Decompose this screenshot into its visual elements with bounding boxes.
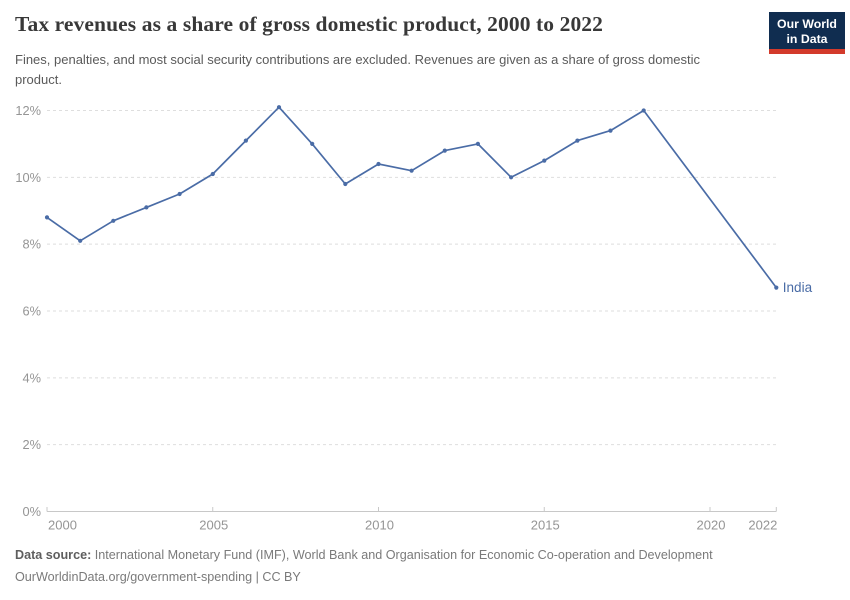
series-end-label[interactable]: India [783,280,813,295]
series-line-india[interactable] [46,106,777,289]
x-tick-label: 2022 [748,518,777,533]
y-tick-label: 10% [15,170,41,185]
data-point[interactable] [442,148,447,153]
data-point[interactable] [575,138,580,143]
data-point[interactable] [608,128,613,133]
data-point[interactable] [475,141,480,146]
owid-logo-line2: in Data [786,31,828,46]
data-point[interactable] [542,158,547,163]
x-tick-label: 2015 [531,518,560,533]
data-point[interactable] [376,161,381,167]
y-tick-label: 4% [23,370,42,385]
data-point[interactable] [509,175,514,180]
data-point[interactable] [144,205,149,210]
y-tick-label: 12% [15,103,41,118]
y-tick-label: 0% [23,504,42,519]
data-source-label: Data source: [15,548,92,562]
page-title: Tax revenues as a share of gross domesti… [15,12,604,36]
x-tick-label: 2000 [48,518,77,533]
chart-footer: Data source: International Monetary Fund… [15,545,713,588]
chart-subtitle: Fines, penalties, and most social securi… [15,52,701,87]
data-point[interactable] [276,105,282,110]
data-point[interactable] [210,171,215,177]
data-point[interactable] [78,238,83,243]
x-tick-label: 2020 [697,518,726,533]
data-point[interactable] [44,215,50,220]
data-source-line: Data source: International Monetary Fund… [15,545,713,567]
data-point[interactable] [774,285,779,290]
data-point[interactable] [177,191,182,197]
x-tick-label: 2005 [199,518,228,533]
owid-logo-line1: Our World [777,17,837,31]
data-point[interactable] [310,141,315,146]
data-point[interactable] [111,218,116,223]
data-point[interactable] [641,108,646,113]
y-tick-label: 2% [23,437,42,452]
y-tick-label: 6% [23,304,42,319]
x-tick-label: 2010 [365,518,394,533]
data-point[interactable] [343,181,348,187]
license-link[interactable]: OurWorldinData.org/government-spending |… [15,569,301,584]
data-point[interactable] [243,138,248,143]
owid-logo[interactable]: Our World in Data [769,12,845,54]
y-tick-label: 8% [23,237,42,252]
data-source-text: International Monetary Fund (IMF), World… [91,548,713,562]
data-point[interactable] [409,168,414,173]
